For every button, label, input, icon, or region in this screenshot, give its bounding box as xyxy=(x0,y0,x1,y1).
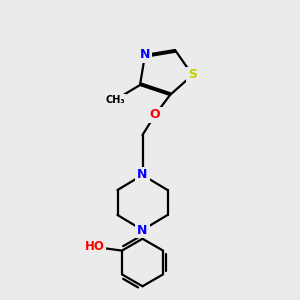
Text: O: O xyxy=(150,109,160,122)
Text: S: S xyxy=(188,68,197,82)
Text: N: N xyxy=(137,224,148,236)
Text: HO: HO xyxy=(85,240,104,254)
Text: N: N xyxy=(137,169,148,182)
Text: CH₃: CH₃ xyxy=(105,95,125,105)
Text: N: N xyxy=(140,49,150,62)
